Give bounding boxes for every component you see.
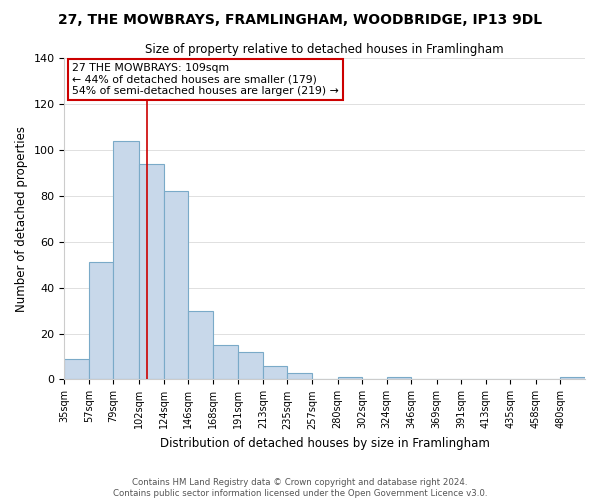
- Bar: [560, 377, 585, 380]
- Text: 27, THE MOWBRAYS, FRAMLINGHAM, WOODBRIDGE, IP13 9DL: 27, THE MOWBRAYS, FRAMLINGHAM, WOODBRIDG…: [58, 12, 542, 26]
- X-axis label: Distribution of detached houses by size in Framlingham: Distribution of detached houses by size …: [160, 437, 490, 450]
- Bar: [139, 164, 164, 380]
- Y-axis label: Number of detached properties: Number of detached properties: [15, 126, 28, 312]
- Bar: [238, 352, 263, 380]
- Bar: [188, 310, 212, 380]
- Bar: [263, 366, 287, 380]
- Bar: [212, 345, 238, 380]
- Bar: [64, 359, 89, 380]
- Bar: [164, 191, 188, 380]
- Bar: [386, 377, 411, 380]
- Bar: [338, 377, 362, 380]
- Text: Contains HM Land Registry data © Crown copyright and database right 2024.
Contai: Contains HM Land Registry data © Crown c…: [113, 478, 487, 498]
- Title: Size of property relative to detached houses in Framlingham: Size of property relative to detached ho…: [145, 42, 504, 56]
- Bar: [287, 372, 312, 380]
- Bar: [89, 262, 113, 380]
- Text: 27 THE MOWBRAYS: 109sqm
← 44% of detached houses are smaller (179)
54% of semi-d: 27 THE MOWBRAYS: 109sqm ← 44% of detache…: [72, 63, 339, 96]
- Bar: [113, 140, 139, 380]
